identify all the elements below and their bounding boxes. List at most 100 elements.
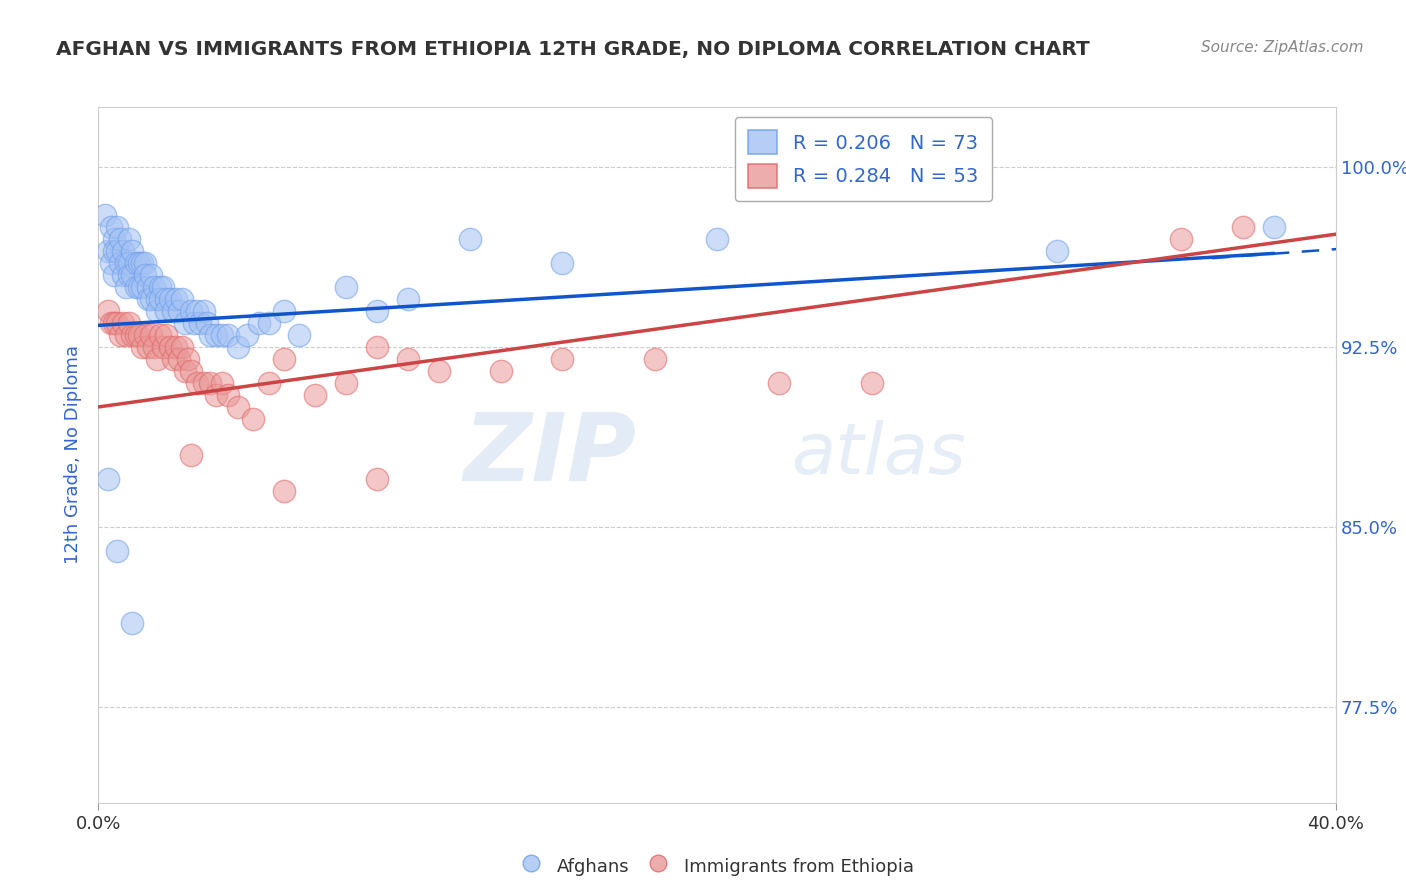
- Point: [273, 351, 295, 366]
- Point: [105, 544, 128, 558]
- Point: [162, 351, 184, 366]
- Point: [136, 280, 159, 294]
- Point: [131, 256, 153, 270]
- Point: [1046, 244, 1069, 258]
- Point: [93, 208, 115, 222]
- Point: [860, 376, 883, 390]
- Point: [100, 219, 122, 234]
- Point: [121, 268, 143, 282]
- Point: [115, 328, 138, 343]
- Point: [155, 304, 177, 318]
- Point: [136, 292, 159, 306]
- Point: [335, 376, 357, 390]
- Point: [152, 340, 174, 354]
- Point: [124, 256, 146, 270]
- Point: [128, 328, 150, 343]
- Point: [162, 304, 184, 318]
- Point: [273, 304, 295, 318]
- Point: [121, 328, 143, 343]
- Point: [139, 268, 162, 282]
- Point: [112, 316, 135, 330]
- Point: [183, 316, 205, 330]
- Point: [396, 351, 419, 366]
- Point: [103, 268, 125, 282]
- Point: [134, 328, 156, 343]
- Point: [118, 268, 141, 282]
- Point: [236, 328, 259, 343]
- Point: [97, 244, 120, 258]
- Point: [217, 388, 239, 402]
- Point: [205, 388, 228, 402]
- Point: [121, 615, 143, 630]
- Point: [190, 316, 212, 330]
- Point: [167, 351, 190, 366]
- Point: [97, 304, 120, 318]
- Point: [366, 472, 388, 486]
- Point: [155, 328, 177, 343]
- Point: [644, 351, 666, 366]
- Point: [103, 232, 125, 246]
- Point: [149, 292, 172, 306]
- Point: [198, 328, 221, 343]
- Point: [112, 244, 135, 258]
- Point: [551, 256, 574, 270]
- Point: [335, 280, 357, 294]
- Point: [124, 280, 146, 294]
- Point: [143, 340, 166, 354]
- Point: [257, 376, 280, 390]
- Point: [134, 256, 156, 270]
- Point: [115, 256, 138, 270]
- Legend: Afghans, Immigrants from Ethiopia: Afghans, Immigrants from Ethiopia: [513, 847, 921, 884]
- Point: [706, 232, 728, 246]
- Point: [143, 280, 166, 294]
- Point: [193, 304, 215, 318]
- Point: [146, 351, 169, 366]
- Point: [396, 292, 419, 306]
- Point: [242, 412, 264, 426]
- Point: [366, 340, 388, 354]
- Point: [211, 328, 233, 343]
- Point: [105, 219, 128, 234]
- Point: [165, 292, 187, 306]
- Point: [128, 280, 150, 294]
- Point: [170, 292, 193, 306]
- Text: atlas: atlas: [792, 420, 966, 490]
- Point: [134, 268, 156, 282]
- Point: [211, 376, 233, 390]
- Y-axis label: 12th Grade, No Diploma: 12th Grade, No Diploma: [65, 345, 83, 565]
- Text: Source: ZipAtlas.com: Source: ZipAtlas.com: [1201, 40, 1364, 55]
- Point: [100, 256, 122, 270]
- Point: [489, 364, 512, 378]
- Text: AFGHAN VS IMMIGRANTS FROM ETHIOPIA 12TH GRADE, NO DIPLOMA CORRELATION CHART: AFGHAN VS IMMIGRANTS FROM ETHIOPIA 12TH …: [56, 40, 1090, 59]
- Point: [97, 472, 120, 486]
- Point: [1170, 232, 1192, 246]
- Point: [551, 351, 574, 366]
- Point: [155, 292, 177, 306]
- Point: [131, 280, 153, 294]
- Point: [366, 304, 388, 318]
- Point: [304, 388, 326, 402]
- Point: [139, 292, 162, 306]
- Point: [105, 316, 128, 330]
- Point: [1232, 219, 1254, 234]
- Point: [115, 280, 138, 294]
- Point: [108, 328, 131, 343]
- Point: [195, 316, 218, 330]
- Point: [186, 376, 208, 390]
- Point: [103, 244, 125, 258]
- Point: [136, 340, 159, 354]
- Point: [118, 256, 141, 270]
- Point: [103, 316, 125, 330]
- Point: [186, 304, 208, 318]
- Point: [180, 364, 202, 378]
- Point: [217, 328, 239, 343]
- Point: [174, 316, 197, 330]
- Point: [146, 292, 169, 306]
- Point: [105, 244, 128, 258]
- Point: [177, 351, 200, 366]
- Point: [131, 340, 153, 354]
- Point: [167, 304, 190, 318]
- Point: [1263, 219, 1285, 234]
- Point: [458, 232, 481, 246]
- Point: [170, 340, 193, 354]
